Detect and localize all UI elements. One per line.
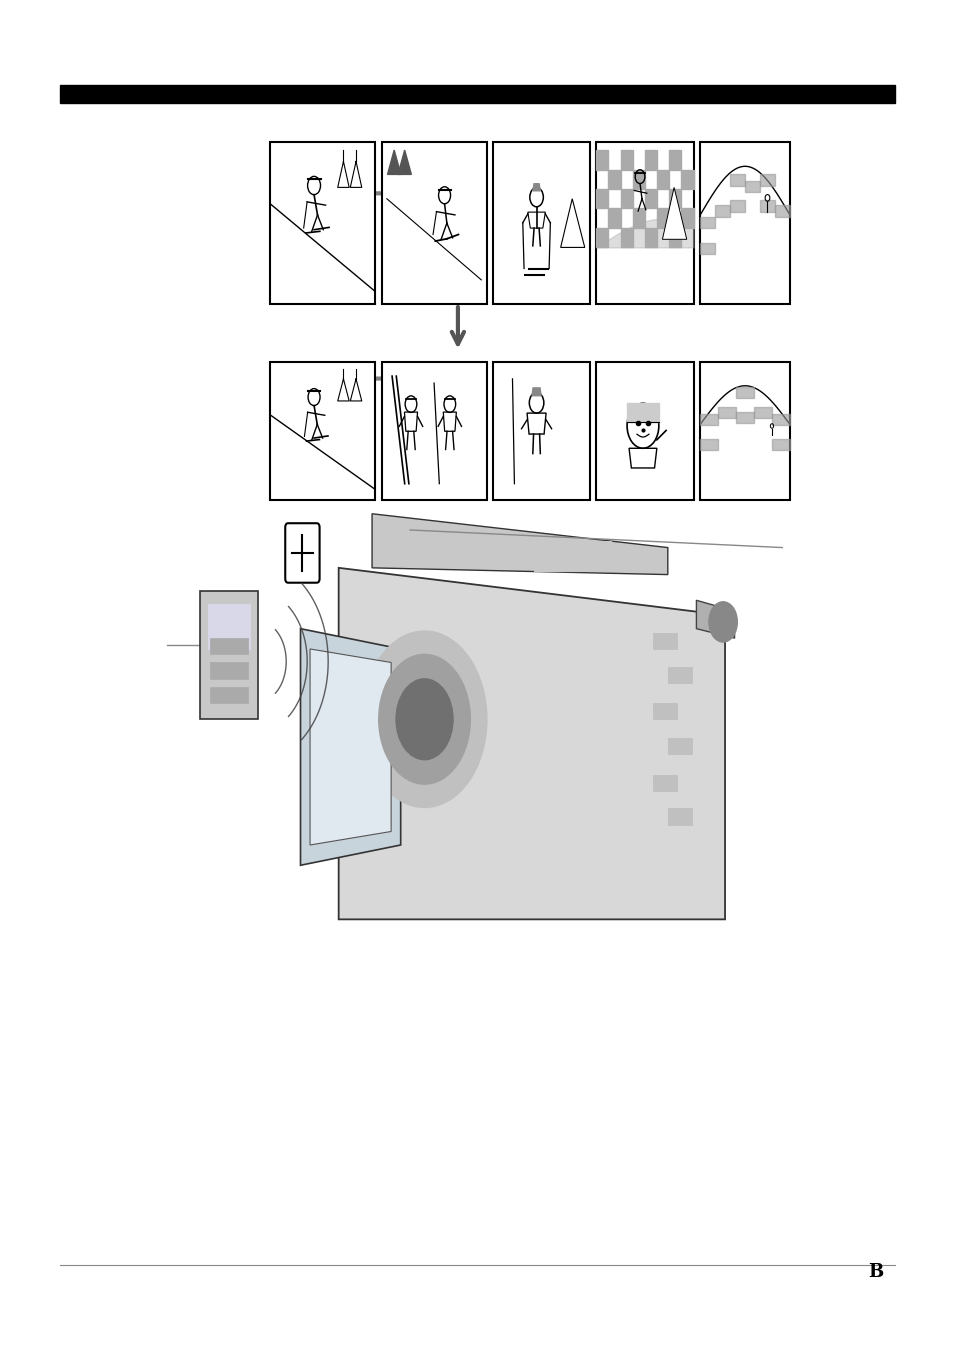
Bar (680, 208, 693, 228)
Bar (718, 407, 736, 418)
Text: B: B (867, 1263, 882, 1282)
Bar (644, 189, 657, 208)
Bar (729, 174, 744, 185)
Bar (493, 142, 589, 304)
Polygon shape (661, 188, 686, 239)
Polygon shape (372, 514, 667, 575)
Bar (667, 738, 691, 754)
Bar (210, 662, 248, 679)
Bar (657, 169, 668, 189)
Bar (668, 150, 680, 169)
Bar (700, 216, 715, 228)
Bar (270, 362, 375, 500)
Polygon shape (338, 568, 724, 919)
Bar (381, 142, 486, 304)
Circle shape (362, 631, 486, 807)
Circle shape (708, 602, 737, 642)
Bar (700, 142, 789, 304)
Bar (700, 414, 718, 425)
Bar (668, 228, 680, 247)
Polygon shape (532, 388, 540, 396)
Bar (771, 438, 789, 450)
Polygon shape (626, 403, 659, 426)
Bar (736, 387, 753, 399)
Bar (60, 85, 894, 103)
Circle shape (378, 654, 470, 784)
Bar (596, 362, 693, 500)
Polygon shape (443, 412, 456, 431)
Bar (657, 208, 668, 228)
Bar (715, 206, 729, 216)
Bar (667, 667, 691, 683)
Polygon shape (526, 414, 545, 434)
Circle shape (395, 679, 453, 760)
Polygon shape (300, 629, 400, 865)
Bar (653, 703, 677, 719)
Bar (632, 169, 644, 189)
Bar (653, 775, 677, 791)
Bar (753, 407, 771, 418)
Bar (744, 181, 760, 192)
Bar (493, 362, 589, 500)
Bar (700, 362, 789, 500)
Bar (667, 808, 691, 825)
Bar (608, 169, 620, 189)
Polygon shape (200, 591, 257, 719)
Bar (210, 687, 248, 703)
FancyBboxPatch shape (285, 523, 319, 583)
Bar (644, 150, 657, 169)
Bar (729, 200, 744, 212)
Bar (381, 362, 486, 500)
Polygon shape (404, 412, 417, 431)
Bar (632, 208, 644, 228)
Polygon shape (527, 212, 545, 228)
Polygon shape (397, 150, 411, 174)
Bar (736, 412, 753, 423)
Bar (619, 150, 632, 169)
Bar (208, 603, 250, 649)
Polygon shape (626, 403, 659, 422)
Bar (774, 206, 789, 216)
Bar (596, 189, 608, 208)
Bar (596, 228, 608, 247)
Bar (608, 208, 620, 228)
Bar (596, 150, 608, 169)
Bar (771, 414, 789, 425)
Polygon shape (696, 600, 734, 638)
Bar (760, 200, 774, 212)
Bar (619, 228, 632, 247)
Bar (668, 189, 680, 208)
Bar (210, 638, 248, 654)
Polygon shape (628, 449, 657, 468)
Bar (760, 174, 774, 185)
Bar (653, 633, 677, 649)
Polygon shape (387, 150, 400, 174)
Bar (534, 541, 610, 571)
Bar (700, 438, 718, 450)
Bar (680, 169, 693, 189)
Polygon shape (560, 199, 584, 247)
Bar (700, 242, 715, 254)
Bar (619, 189, 632, 208)
Bar (596, 142, 693, 304)
Bar (644, 228, 657, 247)
Bar (270, 142, 375, 304)
Polygon shape (310, 649, 391, 845)
Polygon shape (533, 184, 539, 191)
